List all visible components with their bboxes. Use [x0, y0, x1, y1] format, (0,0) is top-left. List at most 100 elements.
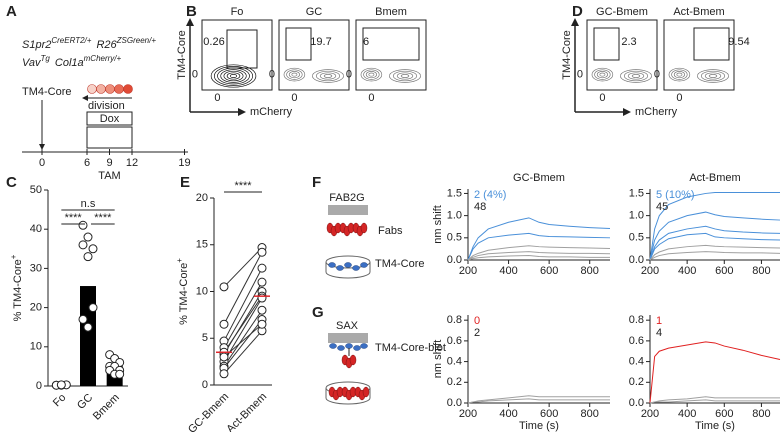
x-tick-label: GC	[75, 392, 95, 412]
pair-line	[223, 295, 263, 353]
contour	[226, 72, 241, 80]
fab-icon	[362, 386, 370, 398]
y-tick-label: 0.8	[447, 314, 462, 326]
contour	[363, 69, 380, 80]
panel-letter: F	[312, 174, 321, 191]
arrow-head	[82, 95, 88, 101]
protein-icon	[360, 262, 368, 268]
gate-percentage: 2.3	[621, 36, 636, 48]
sensorgram-curve	[467, 217, 611, 261]
y-tick-label: 0.4	[629, 355, 644, 367]
sensor-label: SAX	[336, 320, 359, 332]
y-tick-label: 0.4	[447, 355, 462, 367]
y-tick-label: 0.0	[629, 397, 644, 409]
contour	[594, 69, 611, 80]
text-part: S1pr2	[22, 39, 51, 51]
data-point	[83, 252, 93, 262]
contour	[283, 67, 306, 82]
data-point	[219, 282, 229, 292]
flow-plot-frame	[586, 19, 658, 91]
pair-line	[223, 281, 263, 348]
data-point	[257, 277, 267, 287]
text-part: Vav	[22, 57, 42, 69]
data-point	[257, 293, 267, 303]
panel-letter: D	[572, 3, 583, 20]
count-label: 48	[474, 201, 486, 213]
dox-label: Dox	[100, 113, 120, 125]
contour	[697, 69, 729, 83]
text-part: Col1a	[55, 57, 84, 69]
analyte-label: Fabs	[378, 225, 403, 237]
contour	[596, 71, 608, 79]
sensor-label: FAB2G	[329, 192, 364, 204]
axis-zero: 0	[346, 69, 352, 81]
sensorgram-curve	[649, 244, 781, 261]
x-tick-label: 200	[459, 265, 477, 277]
sensorgram-curve	[649, 225, 781, 261]
data-point	[257, 305, 267, 315]
significance-label: ****	[94, 212, 112, 224]
genotype: VavTg Col1amCherry/+	[22, 54, 122, 69]
sensor-tip	[328, 333, 368, 343]
y-tick-label: 1.0	[447, 210, 462, 222]
y-axis-label: % TM4-Core+	[175, 258, 190, 325]
contour	[368, 72, 375, 77]
flow-y-label: TM4-Core	[176, 30, 188, 80]
gate	[362, 27, 420, 61]
axis-zero: 0	[599, 92, 605, 104]
flow-plot-title: Act-Bmem	[673, 6, 724, 18]
axis-zero: 0	[192, 69, 198, 81]
arrow-head	[186, 18, 194, 26]
gate-percentage: 6	[363, 36, 369, 48]
sensorgram-curve	[649, 251, 781, 261]
count-label: 1	[656, 315, 662, 327]
superscript: +	[175, 258, 184, 263]
sensorgram-curve	[467, 395, 610, 404]
contour	[591, 67, 614, 82]
contour	[627, 72, 645, 80]
flow-plot-title: GC	[306, 6, 323, 18]
x-tick-label: 200	[641, 408, 659, 420]
data-point	[257, 263, 267, 273]
x-tick-label: Act-Bmem	[224, 391, 269, 432]
x-tick-label: 600	[715, 408, 733, 420]
contour	[396, 72, 414, 80]
significance-label: ****	[65, 212, 83, 224]
data-point	[83, 232, 93, 242]
contour	[319, 72, 337, 80]
count-label: 45	[656, 201, 668, 213]
contour	[400, 74, 410, 78]
protein-icon	[336, 265, 344, 271]
protein-icon	[337, 345, 345, 351]
data-point	[88, 303, 98, 313]
pair-line	[223, 247, 263, 288]
contour	[599, 72, 606, 77]
data-point	[78, 314, 88, 324]
pair-line	[223, 330, 263, 375]
contour	[676, 72, 683, 77]
contour	[360, 67, 383, 82]
protein-icon	[328, 262, 336, 268]
data-point	[219, 319, 229, 329]
timeline-label: 12	[126, 157, 138, 169]
superscript: Tg	[41, 54, 51, 63]
sensorgram-curve	[467, 398, 610, 404]
arrow-head	[238, 108, 246, 116]
y-tick-label: 20	[30, 302, 42, 314]
sensorgram-curve	[467, 232, 611, 261]
contour	[220, 69, 247, 83]
x-tick-label: 800	[752, 265, 770, 277]
superscript: +	[9, 254, 18, 259]
x-axis-label: Time (s)	[519, 420, 559, 432]
y-tick-label: 0.6	[447, 335, 462, 347]
bar	[80, 286, 96, 386]
axis-zero: 0	[368, 92, 374, 104]
timeline-label: 6	[84, 157, 90, 169]
protein-icon	[360, 343, 368, 349]
x-tick-label: 400	[678, 265, 696, 277]
data-point	[78, 220, 88, 230]
superscript: mCherry/+	[84, 54, 122, 63]
timeline-label: 0	[39, 157, 45, 169]
y-tick-label: 1.5	[447, 187, 462, 199]
sensorgram-curve	[467, 251, 611, 261]
